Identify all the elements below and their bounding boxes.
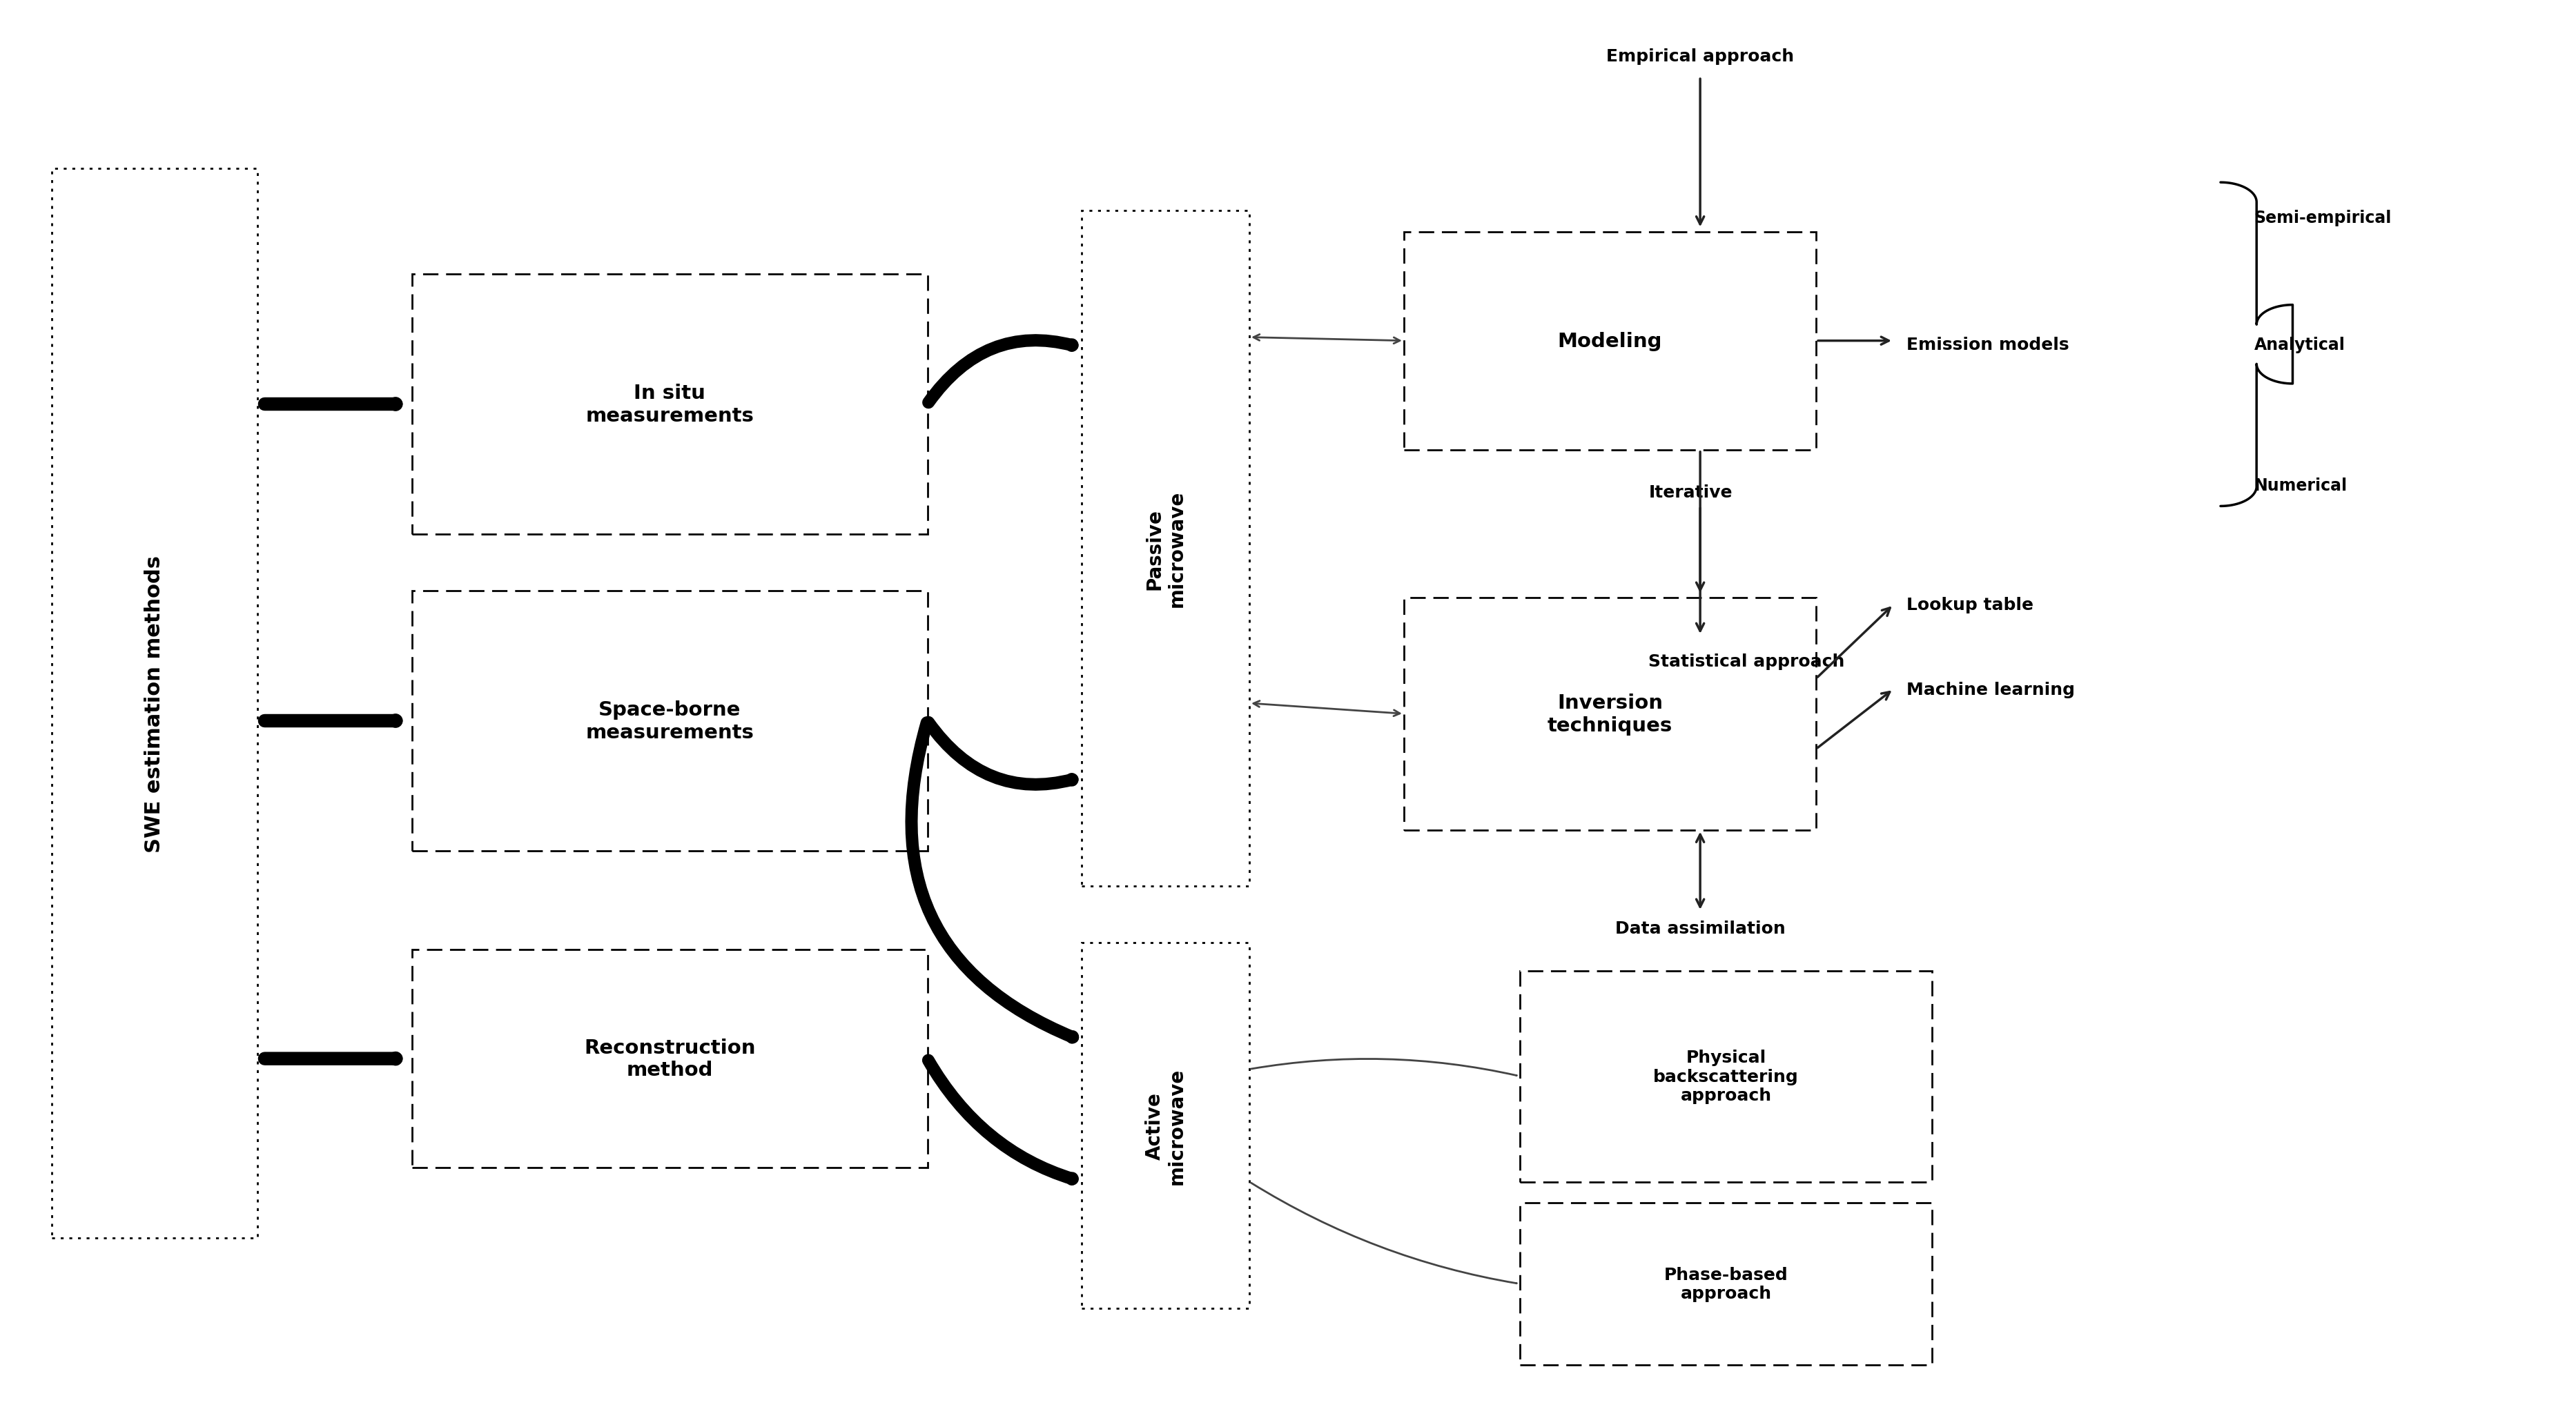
FancyBboxPatch shape [1404,598,1816,830]
Text: Analytical: Analytical [2254,336,2344,353]
Text: Data assimilation: Data assimilation [1615,920,1785,937]
FancyBboxPatch shape [1082,211,1249,886]
Text: Passive
microwave: Passive microwave [1144,491,1188,606]
Text: Reconstruction
method: Reconstruction method [585,1038,755,1079]
Text: Modeling: Modeling [1558,332,1662,350]
FancyArrowPatch shape [927,340,1072,402]
FancyBboxPatch shape [1404,232,1816,450]
Text: Lookup table: Lookup table [1906,597,2032,613]
Text: SWE estimation methods: SWE estimation methods [144,554,165,853]
Text: Semi-empirical: Semi-empirical [2254,210,2391,227]
Text: Iterative: Iterative [1649,484,1734,501]
Text: Emission models: Emission models [1906,336,2069,353]
Text: Numerical: Numerical [2254,477,2347,494]
Text: Space-borne
measurements: Space-borne measurements [585,701,755,741]
FancyBboxPatch shape [412,274,927,535]
FancyBboxPatch shape [1520,1203,1932,1365]
Text: Active
microwave: Active microwave [1144,1068,1188,1183]
Text: Empirical approach: Empirical approach [1607,48,1793,65]
FancyBboxPatch shape [52,169,258,1238]
FancyArrowPatch shape [1252,1059,1517,1076]
FancyBboxPatch shape [1082,943,1249,1309]
FancyArrowPatch shape [927,1061,1072,1179]
FancyArrowPatch shape [1252,1183,1517,1283]
FancyBboxPatch shape [412,591,927,851]
Text: Physical
backscattering
approach: Physical backscattering approach [1654,1048,1798,1104]
Text: Statistical approach: Statistical approach [1649,653,1844,670]
FancyBboxPatch shape [412,950,927,1168]
Text: Phase-based
approach: Phase-based approach [1664,1266,1788,1301]
FancyArrowPatch shape [927,723,1072,785]
Text: Inversion
techniques: Inversion techniques [1548,694,1672,734]
Text: Machine learning: Machine learning [1906,681,2074,698]
FancyBboxPatch shape [1520,971,1932,1182]
FancyArrowPatch shape [912,723,1072,1038]
Text: In situ
measurements: In situ measurements [585,384,755,425]
